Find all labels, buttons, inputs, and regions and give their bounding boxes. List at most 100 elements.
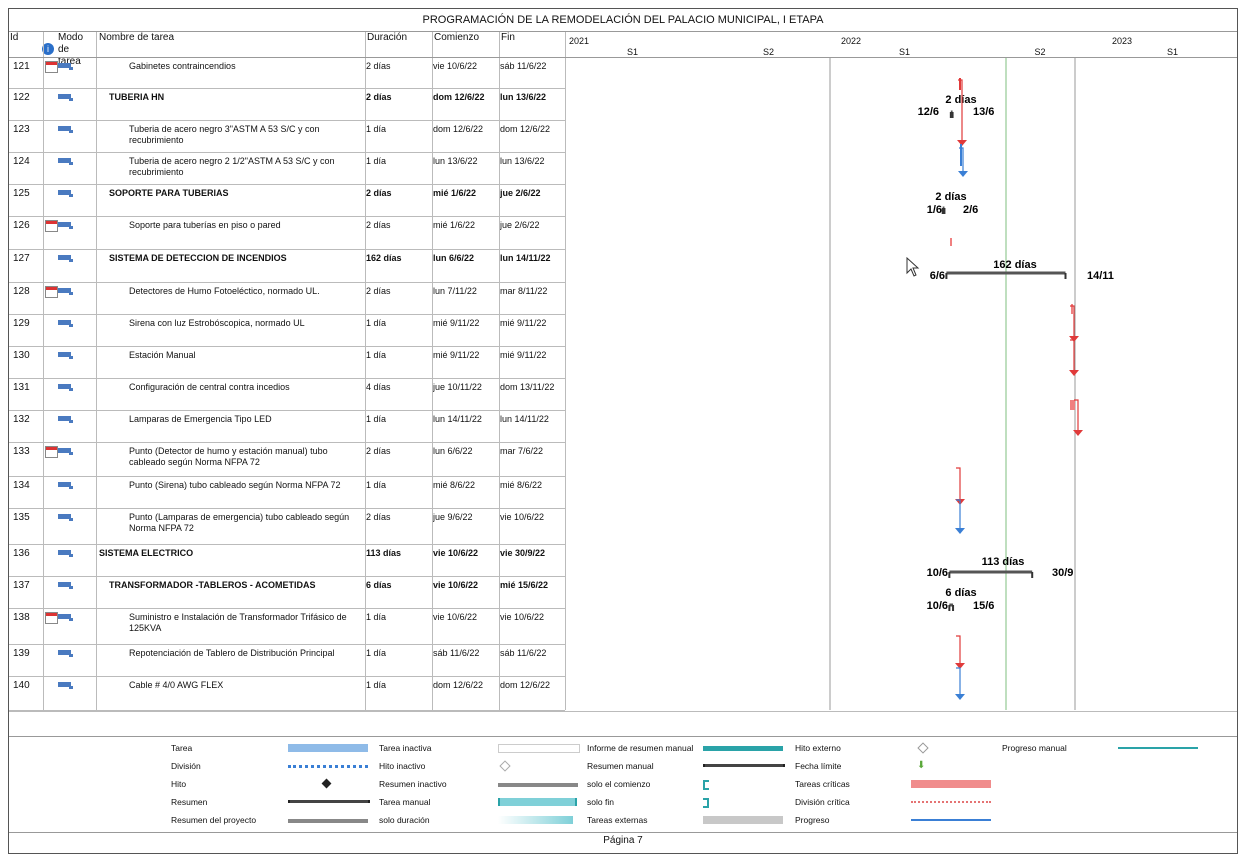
task-mode[interactable] — [45, 61, 85, 77]
task-id: 127 — [13, 253, 30, 264]
legend-label: Progreso — [795, 815, 830, 825]
task-mode[interactable] — [45, 220, 85, 236]
task-id: 122 — [13, 92, 30, 103]
table-row[interactable]: 132 Lamparas de Emergencia Tipo LED 1 dí… — [9, 411, 565, 443]
task-id: 126 — [13, 220, 30, 231]
task-start: mié 9/11/22 — [433, 318, 480, 328]
task-id: 138 — [13, 612, 30, 623]
task-start: vie 10/6/22 — [433, 612, 478, 622]
task-mode[interactable] — [45, 253, 85, 269]
table-row[interactable]: 134 Punto (Sirena) tubo cableado según N… — [9, 477, 565, 509]
table-row[interactable]: 136 SISTEMA ELECTRICO 113 días vie 10/6/… — [9, 545, 565, 577]
task-mode[interactable] — [45, 350, 85, 366]
table-row[interactable]: 133 Punto (Detector de humo y estación m… — [9, 443, 565, 477]
task-start: lun 13/6/22 — [433, 156, 478, 166]
table-row[interactable]: 125 SOPORTE PARA TUBERIAS 2 días mié 1/6… — [9, 185, 565, 217]
task-mode[interactable] — [45, 188, 85, 204]
task-name: Detectores de Humo Fotoeléctico, normado… — [129, 286, 320, 296]
summary-duration-127: 162 días — [993, 259, 1036, 271]
table-row[interactable]: 126 Soporte para tuberías en piso o pare… — [9, 217, 565, 250]
col-header-name[interactable]: Nombre de tarea — [99, 32, 175, 43]
legend-label: División crítica — [795, 797, 850, 807]
task-duration: 1 día — [366, 480, 387, 490]
dependency-121 — [958, 79, 963, 140]
task-mode[interactable] — [45, 318, 85, 334]
table-row[interactable]: 131 Configuración de central contra ince… — [9, 379, 565, 411]
legend-label: Tarea — [171, 743, 193, 753]
task-mode[interactable] — [45, 480, 85, 496]
task-mode[interactable] — [45, 446, 85, 462]
task-id: 121 — [13, 61, 30, 72]
auto-schedule-icon — [58, 482, 71, 487]
auto-schedule-icon — [58, 222, 71, 227]
col-header-mode[interactable]: i Modo de tarea — [42, 32, 96, 67]
timescale-year: 2023 — [1112, 36, 1133, 46]
task-mode[interactable] — [45, 680, 85, 696]
auto-schedule-icon — [58, 94, 71, 99]
table-row[interactable]: 127 SISTEMA DE DETECCION DE INCENDIOS 16… — [9, 250, 565, 283]
summary-duration-122: 2 días — [945, 94, 976, 106]
legend-swatch — [703, 813, 783, 827]
task-start: dom 12/6/22 — [433, 680, 484, 690]
task-mode[interactable] — [45, 548, 85, 564]
legend-label: Hito — [171, 779, 187, 789]
legend-label: Tareas externas — [587, 815, 648, 825]
col-header-id[interactable]: Id — [10, 32, 19, 43]
table-row[interactable]: 139 Repotenciación de Tablero de Distrib… — [9, 645, 565, 677]
table-row[interactable]: 135 Punto (Lamparas de emergencia) tubo … — [9, 509, 565, 545]
legend-label: Tarea inactiva — [379, 743, 432, 753]
task-mode[interactable] — [45, 156, 85, 172]
task-duration: 162 días — [366, 253, 402, 263]
task-finish: mié 15/6/22 — [500, 580, 549, 590]
auto-schedule-icon — [58, 550, 71, 555]
task-mode[interactable] — [45, 612, 85, 628]
legend-swatch — [703, 741, 783, 755]
task-mode[interactable] — [45, 92, 85, 108]
task-mode[interactable] — [45, 286, 85, 302]
task-mode[interactable] — [45, 382, 85, 398]
legend-label: solo el comienzo — [587, 779, 651, 789]
task-name: TRANSFORMADOR -TABLEROS - ACOMETIDAS — [109, 580, 316, 590]
dependency-139 — [956, 667, 961, 694]
col-header-duration[interactable]: Duración — [367, 32, 408, 43]
table-row[interactable]: 128 Detectores de Humo Fotoeléctico, nor… — [9, 283, 565, 315]
table-row[interactable]: 138 Suministro e Instalación de Transfor… — [9, 609, 565, 645]
table-row[interactable]: 137 TRANSFORMADOR -TABLEROS - ACOMETIDAS… — [9, 577, 565, 609]
table-row[interactable]: 122 TUBERIA HN 2 días dom 12/6/22 lun 13… — [9, 89, 565, 121]
task-finish: dom 12/6/22 — [500, 124, 551, 134]
table-row[interactable]: 130 Estación Manual 1 día mié 9/11/22 mi… — [9, 347, 565, 379]
task-duration: 1 día — [366, 156, 387, 166]
task-mode[interactable] — [45, 580, 85, 596]
legend: Tarea División Hito Resumen Resumen del proy… — [9, 736, 1237, 833]
task-duration: 1 día — [366, 318, 387, 328]
col-header-start[interactable]: Comienzo — [434, 32, 480, 43]
legend-swatch — [911, 813, 991, 827]
legend-swatch — [911, 777, 991, 791]
task-finish: jue 2/6/22 — [500, 220, 540, 230]
column-divider — [432, 32, 433, 710]
dependency-130 — [1070, 339, 1075, 370]
column-divider — [565, 32, 566, 710]
task-id: 135 — [13, 512, 30, 523]
table-row[interactable]: 129 Sirena con luz Estrobóscopica, norma… — [9, 315, 565, 347]
task-start: vie 10/6/22 — [433, 580, 479, 590]
task-mode[interactable] — [45, 124, 85, 140]
column-divider — [499, 32, 500, 710]
task-id: 136 — [13, 548, 30, 559]
table-row[interactable]: 121 Gabinetes contraincendios 2 días vie… — [9, 58, 565, 89]
summary-duration-125: 2 días — [935, 191, 966, 203]
auto-schedule-icon — [58, 514, 71, 519]
task-start: mié 9/11/22 — [433, 350, 480, 360]
task-mode[interactable] — [45, 414, 85, 430]
col-header-finish[interactable]: Fin — [501, 32, 515, 43]
task-mode[interactable] — [45, 648, 85, 664]
task-start: mié 1/6/22 — [433, 188, 477, 198]
task-duration: 2 días — [366, 188, 392, 198]
table-row[interactable]: 123 Tuberia de acero negro 3"ASTM A 53 S… — [9, 121, 565, 153]
calendar-icon — [45, 61, 58, 73]
table-row[interactable]: 140 Cable # 4/0 AWG FLEX 1 día dom 12/6/… — [9, 677, 565, 711]
auto-schedule-icon — [58, 126, 71, 131]
legend-label: Fecha límite — [795, 761, 842, 771]
table-row[interactable]: 124 Tuberia de acero negro 2 1/2"ASTM A … — [9, 153, 565, 185]
task-mode[interactable] — [45, 512, 85, 528]
